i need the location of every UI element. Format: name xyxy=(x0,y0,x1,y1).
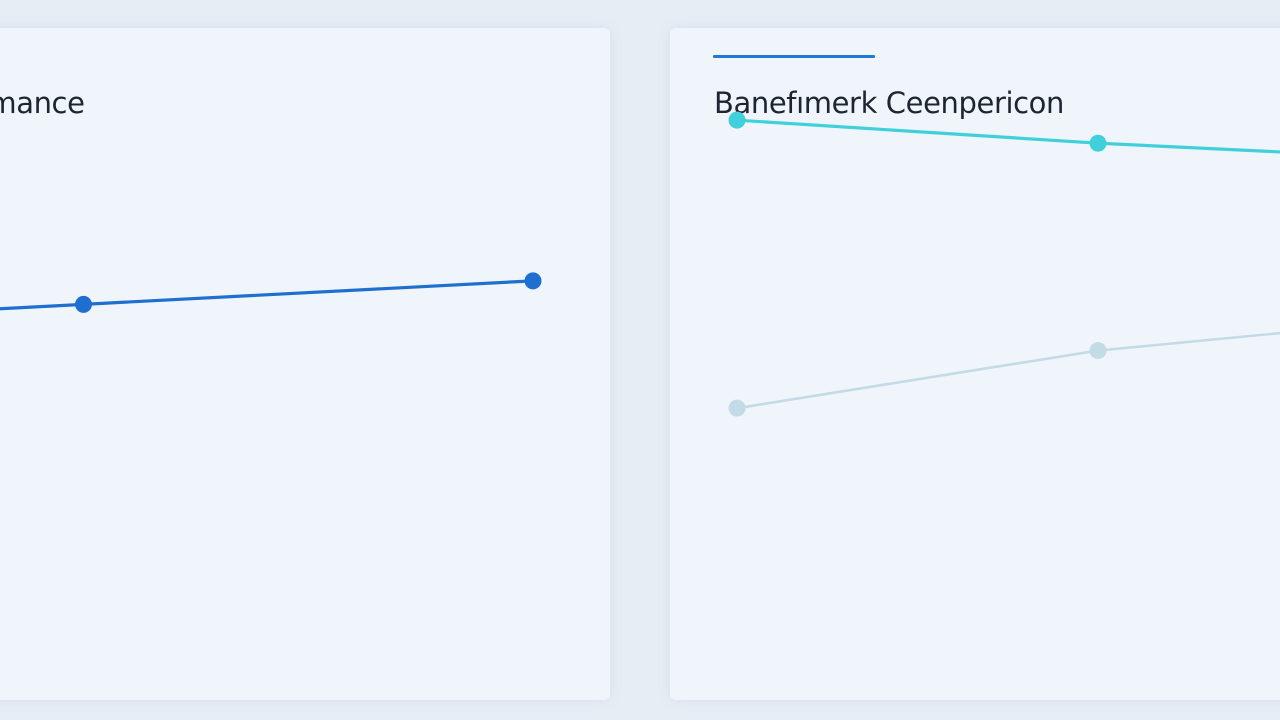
benchmark-series-0-point-1 xyxy=(1089,134,1107,152)
benchmark-series-1-line xyxy=(735,331,1280,410)
benchmark-series-1-point-1 xyxy=(1089,342,1107,360)
performance-line-chart xyxy=(0,272,542,313)
performance-series-0-point-1 xyxy=(75,295,92,313)
title-accent-bar xyxy=(713,55,875,58)
benchmark-series-1-point-0 xyxy=(728,399,746,417)
benchmark-line-chart xyxy=(728,111,1280,417)
performance-series-0-point-2 xyxy=(524,272,542,290)
benchmark-card: Banefımerk Ceenpericon xyxy=(670,28,1280,700)
performance-card: ormance xyxy=(0,28,610,700)
benchmark-series-0-point-0 xyxy=(728,111,746,129)
benchmark-chart-title: Banefımerk Ceenpericon xyxy=(714,86,1064,120)
performance-chart-title: ormance xyxy=(0,86,85,120)
benchmark-series-0-line xyxy=(735,118,1280,154)
